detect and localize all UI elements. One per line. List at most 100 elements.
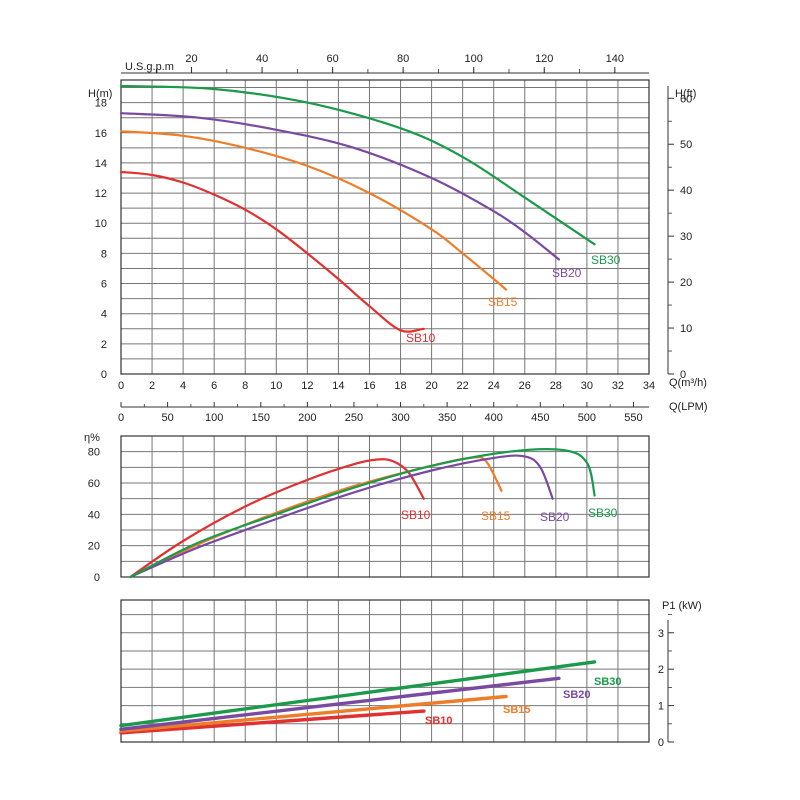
power-plot-frame	[120, 599, 650, 743]
head-y-tick-label: 0	[101, 369, 107, 381]
lpm-tick-label: 250	[345, 412, 363, 424]
head-plot-frame	[120, 79, 650, 375]
eff-series-label-sb20: SB20	[540, 510, 570, 524]
lpm-tick-label: 50	[161, 412, 173, 424]
ft-tick-label: 60	[680, 93, 692, 105]
ft-tick-label: 40	[680, 185, 692, 197]
ft-tick-label: 50	[680, 139, 692, 151]
usgpm-tick-label: 60	[327, 53, 339, 65]
power-y-tick-label: 1	[658, 701, 664, 713]
usgpm-tick-label: 20	[185, 53, 197, 65]
eff-y-tick-label: 80	[88, 447, 100, 459]
head-x-tick-label: 14	[332, 380, 344, 392]
head-x-tick-label: 6	[211, 380, 217, 392]
power-series-label-sb20: SB20	[563, 689, 591, 701]
eff-series-label-sb15: SB15	[481, 509, 511, 523]
power-series-label-sb10: SB10	[425, 715, 453, 727]
eff-series-label-sb30: SB30	[588, 506, 618, 520]
usgpm-tick-label: 40	[256, 53, 268, 65]
head-series-label-sb10: SB10	[406, 331, 436, 345]
lpm-tick-label: 200	[298, 412, 316, 424]
eff-line-sb10	[129, 458, 425, 579]
eff-y-axis-title: η%	[84, 432, 100, 444]
power-y-axis-title: P1 (kW)	[662, 600, 702, 612]
eff-line-sb15	[129, 456, 503, 579]
power-line-sb20	[119, 676, 561, 731]
power-line-sb30	[119, 660, 597, 728]
usgpm-axis-title: U.S.g.p.m	[125, 61, 174, 73]
efficiency-curve-panel: 0 20 40 60 80 η% SB10 SB15 SB20 SB30	[84, 432, 650, 584]
ft-tick-label: 0	[680, 369, 686, 381]
ft-tick-label: 30	[680, 231, 692, 243]
eff-y-tick-label: 0	[94, 572, 100, 584]
head-line-sb10	[119, 170, 425, 333]
head-x-tick-label: 12	[301, 380, 313, 392]
power-series-label-sb30: SB30	[594, 676, 622, 688]
head-x-tick-label: 24	[488, 380, 500, 392]
eff-line-sb20	[129, 454, 554, 579]
head-x-tick-label: 20	[425, 380, 437, 392]
lpm-tick-label: 350	[438, 412, 456, 424]
power-y-tick-label: 0	[658, 737, 664, 749]
head-y-tick-label: 2	[101, 339, 107, 351]
head-y-tick-label: 10	[95, 218, 107, 230]
head-line-sb15	[119, 130, 508, 291]
lpm-tick-label: 500	[578, 412, 596, 424]
head-x-tick-label: 10	[270, 380, 282, 392]
lpm-tick-label: 300	[391, 412, 409, 424]
lpm-axis-title: Q(LPM)	[669, 401, 708, 413]
ft-axis-title: H(ft)	[675, 88, 696, 100]
head-y-tick-label: 12	[95, 188, 107, 200]
head-x-tick-label: 26	[519, 380, 531, 392]
ft-tick-label: 20	[680, 277, 692, 289]
head-y-tick-label: 8	[101, 248, 107, 260]
eff-series-label-sb10: SB10	[401, 508, 431, 522]
head-x-tick-label: 28	[550, 380, 562, 392]
head-line-sb30	[119, 84, 596, 246]
eff-plot-frame	[120, 435, 650, 578]
usgpm-tick-label: 120	[535, 53, 553, 65]
lpm-tick-label: 100	[205, 412, 223, 424]
head-series-label-sb30: SB30	[591, 253, 621, 267]
head-x-tick-label: 8	[242, 380, 248, 392]
lpm-tick-label: 0	[118, 412, 124, 424]
head-x-tick-label: 30	[581, 380, 593, 392]
head-x-tick-label: 2	[149, 380, 155, 392]
usgpm-tick-label: 80	[397, 53, 409, 65]
power-line-sb15	[119, 694, 508, 733]
lpm-tick-label: 450	[531, 412, 549, 424]
lpm-tick-label: 150	[252, 412, 270, 424]
head-x-tick-label: 0	[118, 380, 124, 392]
power-series-label-sb15: SB15	[503, 704, 531, 716]
head-x-axis-title: Q(m³/h)	[669, 377, 707, 389]
head-y-axis-title: H(m)	[88, 88, 112, 100]
head-x-tick-label: 34	[643, 380, 655, 392]
head-y-tick-label: 4	[101, 309, 107, 321]
head-y-tick-label: 16	[95, 128, 107, 140]
head-series-label-sb15: SB15	[488, 295, 518, 309]
power-y-tick-label: 3	[658, 628, 664, 640]
head-x-tick-label: 32	[612, 380, 624, 392]
power-y-tick-label: 2	[658, 664, 664, 676]
head-x-tick-label: 4	[180, 380, 186, 392]
head-y-tick-label: 14	[95, 158, 107, 170]
head-y-tick-label: 6	[101, 279, 107, 291]
eff-y-tick-label: 60	[88, 478, 100, 490]
head-y-tick-label: 18	[95, 98, 107, 110]
power-line-sb10	[119, 709, 426, 735]
head-x-tick-label: 16	[363, 380, 375, 392]
head-x-tick-label: 18	[394, 380, 406, 392]
eff-y-tick-label: 40	[88, 509, 100, 521]
head-series-label-sb20: SB20	[552, 266, 582, 280]
ft-tick-label: 10	[680, 323, 692, 335]
eff-y-tick-label: 20	[88, 541, 100, 553]
lpm-tick-label: 400	[485, 412, 503, 424]
eff-line-sb30	[129, 448, 596, 579]
head-x-tick-label: 22	[457, 380, 469, 392]
usgpm-tick-label: 100	[465, 53, 483, 65]
head-line-sb20	[119, 112, 560, 261]
lpm-tick-label: 550	[624, 412, 642, 424]
